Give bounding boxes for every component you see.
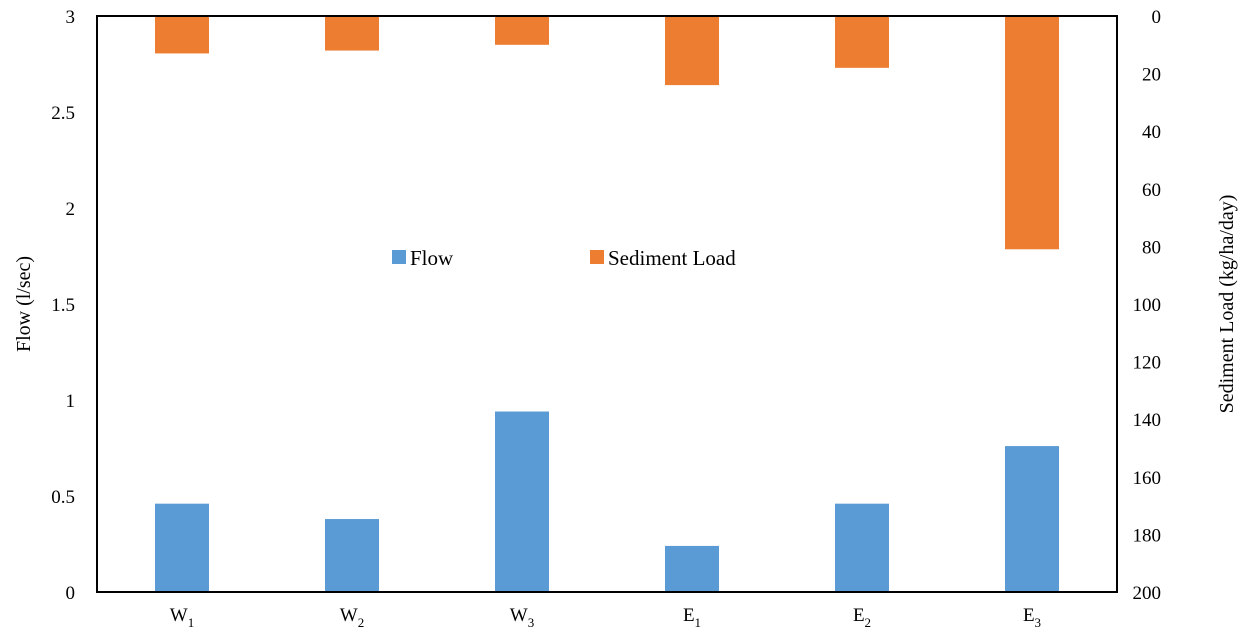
flow-bar xyxy=(835,503,889,592)
y-axis-title: Flow (l/sec) xyxy=(13,256,35,352)
x-axis-ticks: W1 W2 W3 E1 E2 E3 xyxy=(170,605,1041,630)
x-tick-subscript: 2 xyxy=(358,615,365,630)
legend-swatch-sediment xyxy=(590,250,604,264)
y2-tick-label: 100 xyxy=(1133,295,1162,316)
y2-tick-label: 60 xyxy=(1142,180,1161,201)
sediment-bar xyxy=(1005,16,1059,250)
y-tick-label: 3 xyxy=(66,7,76,28)
x-tick-label: W1 xyxy=(170,605,194,630)
x-tick-subscript: 3 xyxy=(1035,615,1042,630)
y-tick-label: 1 xyxy=(66,391,76,412)
x-tick-subscript: 2 xyxy=(865,615,872,630)
sediment-bar xyxy=(155,16,209,54)
flow-bars xyxy=(155,411,1059,592)
sediment-bars xyxy=(155,16,1059,250)
flow-bar xyxy=(495,411,549,592)
y-tick-label: 2 xyxy=(66,199,76,220)
y2-tick-label: 40 xyxy=(1142,122,1161,143)
x-tick-base: W xyxy=(170,605,188,626)
x-tick-label: W3 xyxy=(510,605,534,630)
flow-bar xyxy=(665,545,719,592)
y2-tick-label: 140 xyxy=(1133,410,1162,431)
y2-tick-label: 180 xyxy=(1133,525,1162,546)
y2-tick-label: 80 xyxy=(1142,237,1161,258)
y2-tick-label: 20 xyxy=(1142,65,1161,86)
flow-bar xyxy=(325,519,379,592)
sediment-bar xyxy=(495,16,549,45)
legend-swatch-flow xyxy=(392,250,406,264)
plot-area xyxy=(96,15,1118,593)
x-tick-subscript: 3 xyxy=(528,615,535,630)
x-tick-subscript: 1 xyxy=(695,615,702,630)
legend-label-flow: Flow xyxy=(410,246,454,270)
y2-tick-label: 200 xyxy=(1133,583,1162,604)
x-tick-base: W xyxy=(510,605,528,626)
x-tick-base: W xyxy=(340,605,358,626)
y2-tick-label: 120 xyxy=(1133,353,1162,374)
y-tick-label: 1.5 xyxy=(51,295,75,316)
x-tick-base: E xyxy=(683,605,695,626)
sediment-bar xyxy=(835,16,889,68)
x-tick-label: E3 xyxy=(1023,605,1041,630)
y-tick-label: 0 xyxy=(66,583,76,604)
y-tick-label: 2.5 xyxy=(51,103,75,124)
legend-label-sediment: Sediment Load xyxy=(608,246,736,270)
left-axis-ticks: 0 0.5 1 1.5 2 2.5 3 xyxy=(51,7,75,604)
flow-bar xyxy=(1005,446,1059,592)
x-tick-base: E xyxy=(1023,605,1035,626)
legend: Flow Sediment Load xyxy=(392,246,736,270)
sediment-bar xyxy=(325,16,379,51)
y-tick-label: 0.5 xyxy=(51,487,75,508)
x-tick-label: E1 xyxy=(683,605,701,630)
y2-tick-label: 160 xyxy=(1133,468,1162,489)
x-tick-label: E2 xyxy=(853,605,871,630)
x-tick-base: E xyxy=(853,605,865,626)
x-tick-subscript: 1 xyxy=(188,615,195,630)
right-axis-ticks: 0 20 40 60 80 100 120 140 160 180 200 xyxy=(1133,7,1162,604)
sediment-bar xyxy=(665,16,719,86)
x-tick-label: W2 xyxy=(340,605,364,630)
y2-axis-title: Sediment Load (kg/ha/day) xyxy=(1216,195,1238,414)
flow-bar xyxy=(155,503,209,592)
y2-tick-label: 0 xyxy=(1152,7,1162,28)
